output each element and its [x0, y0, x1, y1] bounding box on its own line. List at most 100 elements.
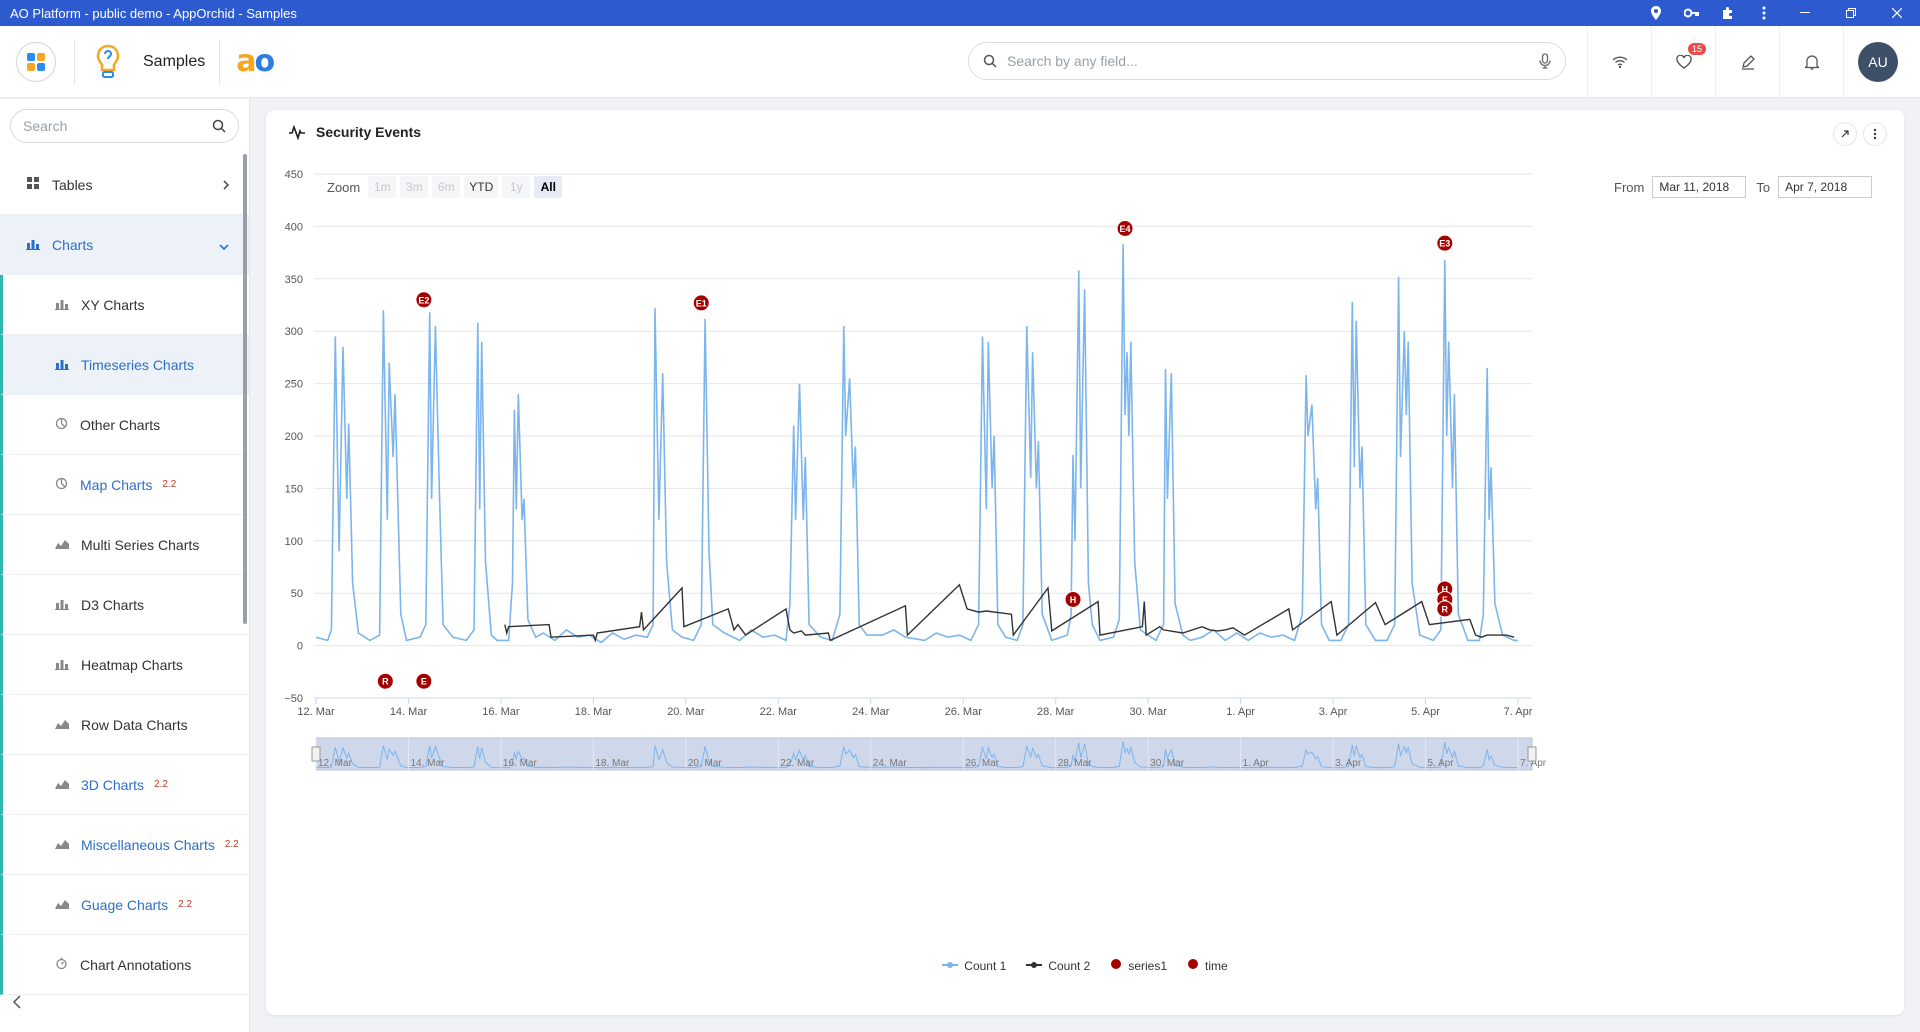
x-tick-label: 30. Mar	[1130, 706, 1168, 718]
flag-label: E4	[1120, 224, 1131, 234]
y-tick-label: 0	[297, 641, 303, 653]
navigator-tick-label: 18. Mar	[595, 758, 630, 769]
card-menu-button[interactable]	[1863, 122, 1887, 146]
sidebar-item-miscellaneous-charts[interactable]: Miscellaneous Charts 2.2	[0, 815, 249, 875]
global-search-input[interactable]	[1007, 53, 1539, 69]
chevron-left-icon	[12, 995, 21, 1009]
annotation-icon	[55, 957, 68, 973]
sidebar-item-charts[interactable]: Charts	[0, 215, 249, 275]
legend-item-time[interactable]: time	[1187, 958, 1228, 973]
zoom-button-ytd[interactable]: YTD	[464, 176, 499, 198]
restore-button[interactable]	[1828, 0, 1874, 26]
global-search[interactable]	[968, 42, 1566, 80]
sidebar-search-input[interactable]	[23, 118, 212, 134]
favorites-count-badge: 15	[1688, 43, 1707, 55]
pie-chart-icon	[55, 417, 68, 433]
sidebar-item-row-data-charts[interactable]: Row Data Charts	[0, 695, 249, 755]
sidebar-scrollbar[interactable]	[243, 154, 247, 624]
zoom-button-1y[interactable]: 1y	[502, 176, 531, 198]
sidebar-item-guage-charts[interactable]: Guage Charts 2.2	[0, 875, 249, 935]
expand-button[interactable]	[1833, 122, 1857, 146]
ao-logo: ao	[236, 44, 275, 79]
to-date-input[interactable]: Apr 7, 2018	[1778, 176, 1873, 198]
range-selector-dates: From Mar 11, 2018 To Apr 7, 2018	[1614, 176, 1873, 198]
key-icon[interactable]	[1674, 0, 1710, 26]
grid-icon	[26, 176, 40, 193]
collapse-sidebar-button[interactable]	[12, 995, 22, 1014]
sidebar-item-chart-annotations[interactable]: Chart Annotations	[0, 935, 249, 995]
navigator-tick-label: 14. Mar	[410, 758, 445, 769]
zoom-button-3m[interactable]: 3m	[400, 176, 429, 198]
zoom-button-all[interactable]: All	[534, 176, 563, 198]
sidebar-item-multi-series-charts[interactable]: Multi Series Charts	[0, 515, 249, 575]
navigator-series-line	[315, 741, 1518, 769]
version-badge: 2.2	[162, 479, 177, 490]
sidebar-item-label: Charts	[52, 236, 94, 253]
sidebar-item-heatmap-charts[interactable]: Heatmap Charts	[0, 635, 249, 695]
location-icon[interactable]	[1638, 0, 1674, 26]
legend-item-count-2[interactable]: Count 2	[1026, 958, 1090, 973]
sidebar-item-3d-charts[interactable]: 3D Charts 2.2	[0, 755, 249, 815]
sidebar-search[interactable]	[10, 109, 239, 143]
navigator-tick-label: 30. Mar	[1150, 758, 1185, 769]
sidebar-item-xy-charts[interactable]: XY Charts	[0, 275, 249, 335]
sidebar-item-label: Other Charts	[80, 416, 161, 433]
sidebar-item-label: Miscellaneous Charts	[81, 836, 215, 853]
flag-marker: H	[1064, 590, 1082, 608]
legend-symbol	[942, 959, 959, 973]
favorites-button[interactable]: 15	[1651, 26, 1715, 98]
sidebar-item-map-charts[interactable]: Map Charts 2.2	[0, 455, 249, 515]
notifications-button[interactable]	[1779, 26, 1843, 98]
search-icon	[983, 54, 997, 68]
minimize-button[interactable]	[1782, 0, 1828, 26]
flag-marker: R	[376, 672, 394, 690]
sidebar-item-timeseries-charts[interactable]: Timeseries Charts	[0, 335, 249, 395]
chart-legend: Count 1 Count 2 series1 time	[266, 958, 1904, 973]
x-tick-label: 5. Apr	[1411, 706, 1440, 718]
navigator-tick-label: 22. Mar	[780, 758, 815, 769]
lightbulb-icon[interactable]	[93, 42, 123, 82]
flag-label: R	[1442, 604, 1449, 614]
flag-circle	[692, 294, 710, 312]
y-tick-label: 150	[285, 483, 303, 495]
sidebar-item-label: Timeseries Charts	[81, 356, 195, 373]
flag-marker: E2	[415, 291, 433, 309]
area-chart-icon	[55, 537, 69, 553]
navigator-handle-left[interactable]	[311, 746, 321, 762]
zoom-button-6m[interactable]: 6m	[432, 176, 461, 198]
navigator-handle-right[interactable]	[1527, 746, 1537, 762]
sidebar-item-other-charts[interactable]: Other Charts	[0, 395, 249, 455]
x-tick-label: 24. Mar	[852, 706, 890, 718]
close-button[interactable]	[1874, 0, 1920, 26]
sidebar-item-d3-charts[interactable]: D3 Charts	[0, 575, 249, 635]
version-badge: 2.2	[178, 899, 193, 910]
series-line-count-1	[315, 244, 1518, 644]
navigator-area	[315, 737, 1533, 771]
sidebar-item-label: Map Charts	[80, 476, 153, 493]
heart-icon	[1675, 55, 1692, 69]
legend-symbol	[1110, 958, 1122, 973]
extension-icon[interactable]	[1710, 0, 1746, 26]
wifi-button[interactable]	[1587, 26, 1651, 98]
microphone-icon[interactable]	[1539, 53, 1551, 69]
flag-circle	[415, 672, 433, 690]
navigator-tick-label: 5. Apr	[1428, 758, 1455, 769]
legend-item-series1[interactable]: series1	[1110, 958, 1167, 973]
app-header: Samples ao 15 AU	[0, 26, 1920, 98]
zoom-button-1m[interactable]: 1m	[368, 176, 397, 198]
sidebar-item-tables[interactable]: Tables	[0, 155, 249, 215]
app-logo[interactable]	[16, 41, 56, 82]
from-date-input[interactable]: Mar 11, 2018	[1652, 176, 1747, 198]
user-menu[interactable]: AU	[1843, 26, 1920, 98]
card-title: Security Events	[288, 124, 421, 140]
flag-label: E	[421, 677, 427, 687]
legend-item-count-1[interactable]: Count 1	[942, 958, 1006, 973]
legend-label: series1	[1128, 958, 1168, 973]
y-tick-label: 450	[285, 169, 303, 181]
avatar[interactable]: AU	[1858, 42, 1898, 82]
flag-marker: E	[415, 672, 433, 690]
flag-marker: E1	[692, 294, 710, 312]
edit-button[interactable]	[1715, 26, 1779, 98]
more-vertical-icon[interactable]	[1746, 0, 1782, 26]
